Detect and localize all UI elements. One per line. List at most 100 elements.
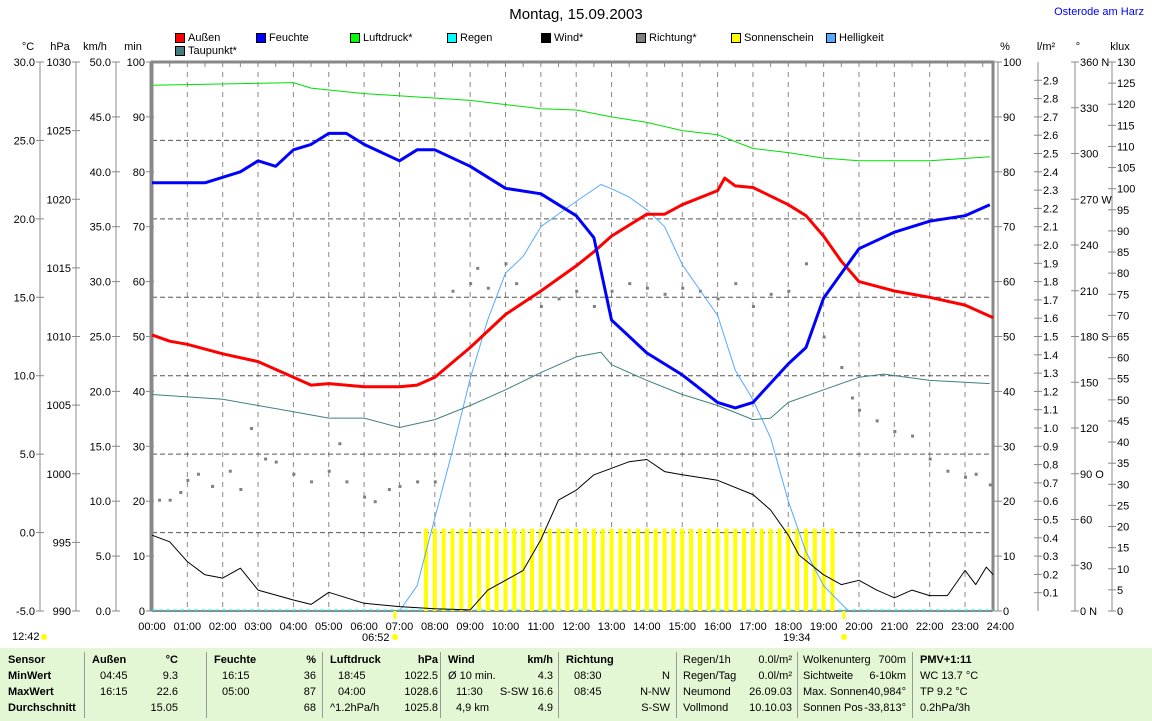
- axis-label-wind: 0.0: [96, 606, 111, 618]
- direction-point: [476, 266, 480, 270]
- legend-swatch: [175, 33, 185, 43]
- axis-label-rain: 2.5: [1043, 149, 1058, 161]
- stats-cell: S-SW 16.6: [499, 686, 553, 698]
- series-line-feuchte: [152, 131, 991, 410]
- direction-point: [974, 472, 978, 476]
- legend-swatch: [350, 33, 360, 43]
- axis-label-press: 990: [53, 606, 71, 618]
- axis-label-wind: 50.0: [90, 57, 111, 69]
- axis-label-press: 1015: [47, 263, 71, 275]
- axis-label-lux: 35: [1117, 458, 1129, 470]
- direction-point: [274, 460, 278, 464]
- stats-cell: 1022.5: [404, 670, 438, 682]
- axis-label-rain: 0.7: [1043, 478, 1058, 490]
- axis-label-temp: 0.0: [20, 528, 35, 540]
- axis-label-lux: 55: [1117, 374, 1129, 386]
- x-tick-label: 21:00: [881, 621, 909, 633]
- axis-label-sun: 30: [133, 441, 145, 453]
- axis-label-press: 1005: [47, 400, 71, 412]
- stats-cell: Wind: [448, 654, 475, 666]
- stats-cell: 26.09.03: [749, 686, 792, 698]
- direction-point: [645, 286, 649, 290]
- direction-point: [433, 480, 437, 484]
- axis-label-rain: 1.0: [1043, 423, 1058, 435]
- direction-point: [338, 442, 342, 446]
- axis-label-rain: 1.4: [1043, 350, 1058, 362]
- sunshine-bar: [583, 528, 588, 611]
- axis-label-lux: 0: [1117, 606, 1123, 618]
- stats-cell: 4,9 km: [456, 702, 490, 714]
- axis-label-sun: 10: [133, 551, 145, 563]
- axis-label-wind: 30.0: [90, 277, 111, 289]
- axis-label-rain: 1.9: [1043, 258, 1058, 270]
- sunshine-bar: [706, 528, 711, 611]
- axis-label-wind: 40.0: [90, 167, 111, 179]
- stats-cell: Luftdruck: [330, 654, 381, 666]
- axis-label-dir: 150: [1080, 377, 1098, 389]
- x-tick-label: 19:00: [810, 621, 838, 633]
- direction-point: [751, 305, 755, 308]
- stats-cell: -33,813°: [864, 702, 906, 714]
- axis-label-lux: 85: [1117, 247, 1129, 259]
- axis-label-wind: 25.0: [90, 332, 111, 344]
- legend-item: Helligkeit: [826, 32, 884, 44]
- stats-cell: Richtung: [566, 654, 614, 666]
- sunshine-bar: [733, 528, 738, 611]
- sunshine-bar: [724, 528, 729, 611]
- axis-label-rain: 2.4: [1043, 167, 1058, 179]
- axis-label-sun: 50: [133, 332, 145, 344]
- stats-cell: km/h: [527, 654, 553, 666]
- direction-point: [158, 498, 162, 502]
- direction-point: [734, 282, 738, 286]
- stats-cell: 4.3: [537, 670, 553, 682]
- stats-cell: Neumond: [683, 686, 731, 698]
- legend-swatch: [636, 33, 646, 43]
- axis-label-wind: 10.0: [90, 496, 111, 508]
- direction-point: [168, 498, 172, 502]
- direction-point: [893, 430, 897, 434]
- direction-point: [928, 457, 932, 461]
- axis-label-rain: 1.6: [1043, 313, 1058, 325]
- axis-label-press: 1020: [47, 194, 71, 206]
- direction-point: [628, 282, 632, 286]
- stats-cell: Sonnen Pos: [803, 702, 863, 714]
- axis-label-rain: 0.4: [1043, 533, 1058, 545]
- chart-title: Montag, 15.09.2003: [509, 6, 643, 23]
- stats-cell: Durchschnitt: [8, 702, 76, 714]
- x-tick-label: 24:00: [987, 621, 1015, 633]
- stats-cell: 16:15: [222, 670, 250, 682]
- direction-point: [398, 484, 402, 488]
- legend-swatch: [541, 33, 551, 43]
- direction-point: [363, 495, 367, 499]
- axis-label-rain: 1.3: [1043, 368, 1058, 380]
- axis-label-lux: 105: [1117, 163, 1135, 175]
- axis-label-sun: 80: [133, 167, 145, 179]
- axis-label-lux: 80: [1117, 268, 1129, 280]
- x-tick-label: 10:00: [492, 621, 520, 633]
- stats-cell: WC 13.7 °C: [920, 670, 979, 682]
- legend-label: Richtung*: [649, 32, 697, 44]
- sunshine-bar: [600, 528, 605, 611]
- legend-swatch: [731, 33, 741, 43]
- series-line-wind: [151, 459, 994, 611]
- sunshine-bar: [512, 528, 517, 611]
- stats-cell: Ø 10 min.: [448, 670, 496, 682]
- direction-point: [486, 286, 490, 290]
- axis-label-dir: 330: [1080, 103, 1098, 115]
- axis-label-rain: 2.3: [1043, 185, 1058, 197]
- direction-point: [179, 491, 183, 495]
- axis-label-hum: 70: [1003, 222, 1015, 234]
- axis-label-lux: 10: [1117, 564, 1129, 576]
- legend-item: Luftdruck*: [350, 32, 413, 44]
- axis-label-rain: 1.8: [1043, 277, 1058, 289]
- sunshine-bar: [574, 528, 579, 611]
- sunshine-bar: [644, 528, 649, 611]
- stats-cell: 1028.6: [404, 686, 438, 698]
- legend-item: Regen: [447, 32, 492, 44]
- stats-cell: 1025.8: [404, 702, 438, 714]
- x-tick-label: 18:00: [775, 621, 803, 633]
- axis-label-dir: 120: [1080, 423, 1098, 435]
- direction-point: [575, 289, 579, 293]
- stats-cell: 9.3: [162, 670, 178, 682]
- stats-cell: PMV+1:11: [920, 654, 972, 666]
